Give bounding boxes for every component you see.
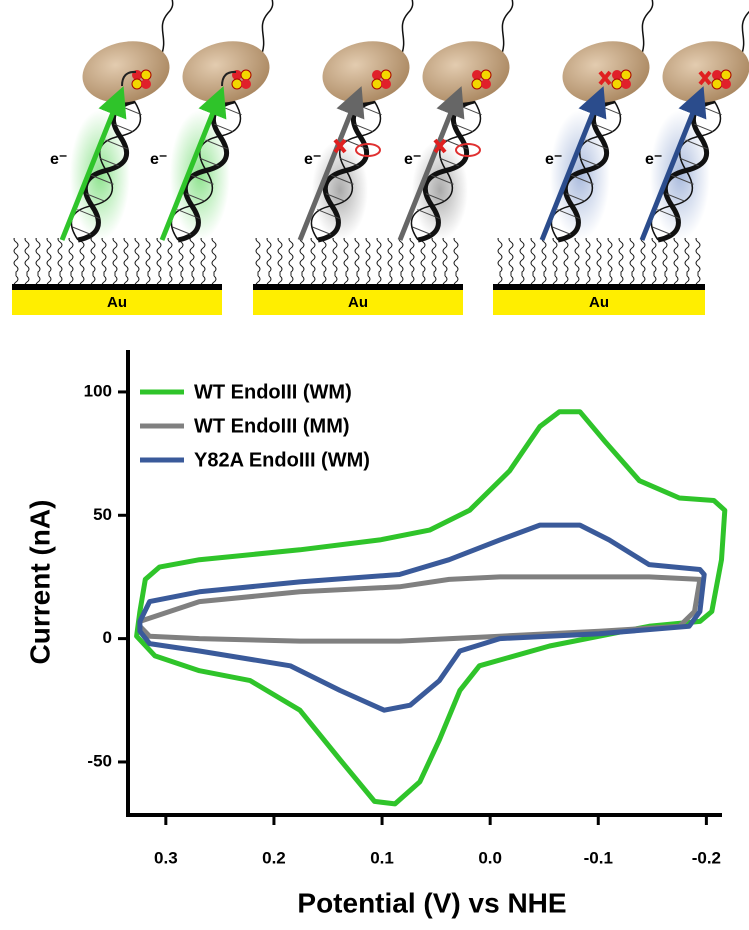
electron-label: e⁻ [50,151,67,168]
legend-label: WT EndoIII (WM) [194,381,352,403]
schematic-panel: Au e⁻ e⁻ [12,0,275,315]
y-tick-label: 50 [93,505,112,524]
electron-label: e⁻ [404,151,421,168]
cv-curve [140,525,704,710]
electrode-label: Au [348,294,368,311]
x-tick-label: 0.0 [478,848,502,867]
x-tick-label: -0.2 [692,848,721,867]
x-axis-label: Potential (V) vs NHE [297,887,566,918]
figure: Au e⁻ e⁻ Au e⁻ e⁻ Au e⁻ e⁻ 1005 [0,0,749,925]
legend-label: Y82A EndoIII (WM) [194,449,370,471]
electron-label: e⁻ [304,151,321,168]
electrode-label: Au [107,294,127,311]
schematic-panel: Au e⁻ e⁻ [253,0,515,315]
electrode-label: Au [589,294,609,311]
x-tick-label: 0.3 [154,848,178,867]
y-tick-label: 100 [84,381,112,400]
electron-label: e⁻ [645,151,662,168]
x-tick-label: -0.1 [584,848,613,867]
y-tick-label: 0 [103,628,112,647]
legend-label: WT EndoIII (MM) [194,415,350,437]
page: Au e⁻ e⁻ Au e⁻ e⁻ Au e⁻ e⁻ 1005 [0,0,749,930]
y-tick-label: -50 [87,751,112,770]
plot: 100 50 0 -50 0.3 0.2 0.1 0.0 -0.1 -0.2 WT EndoIII … [84,350,725,867]
schematic-panel: Au e⁻ e⁻ [493,0,749,315]
x-tick-label: 0.2 [262,848,286,867]
x-tick-label: 0.1 [370,848,394,867]
y-axis-label: Current (nA) [24,500,55,665]
electron-label: e⁻ [545,151,562,168]
electron-label: e⁻ [150,151,167,168]
